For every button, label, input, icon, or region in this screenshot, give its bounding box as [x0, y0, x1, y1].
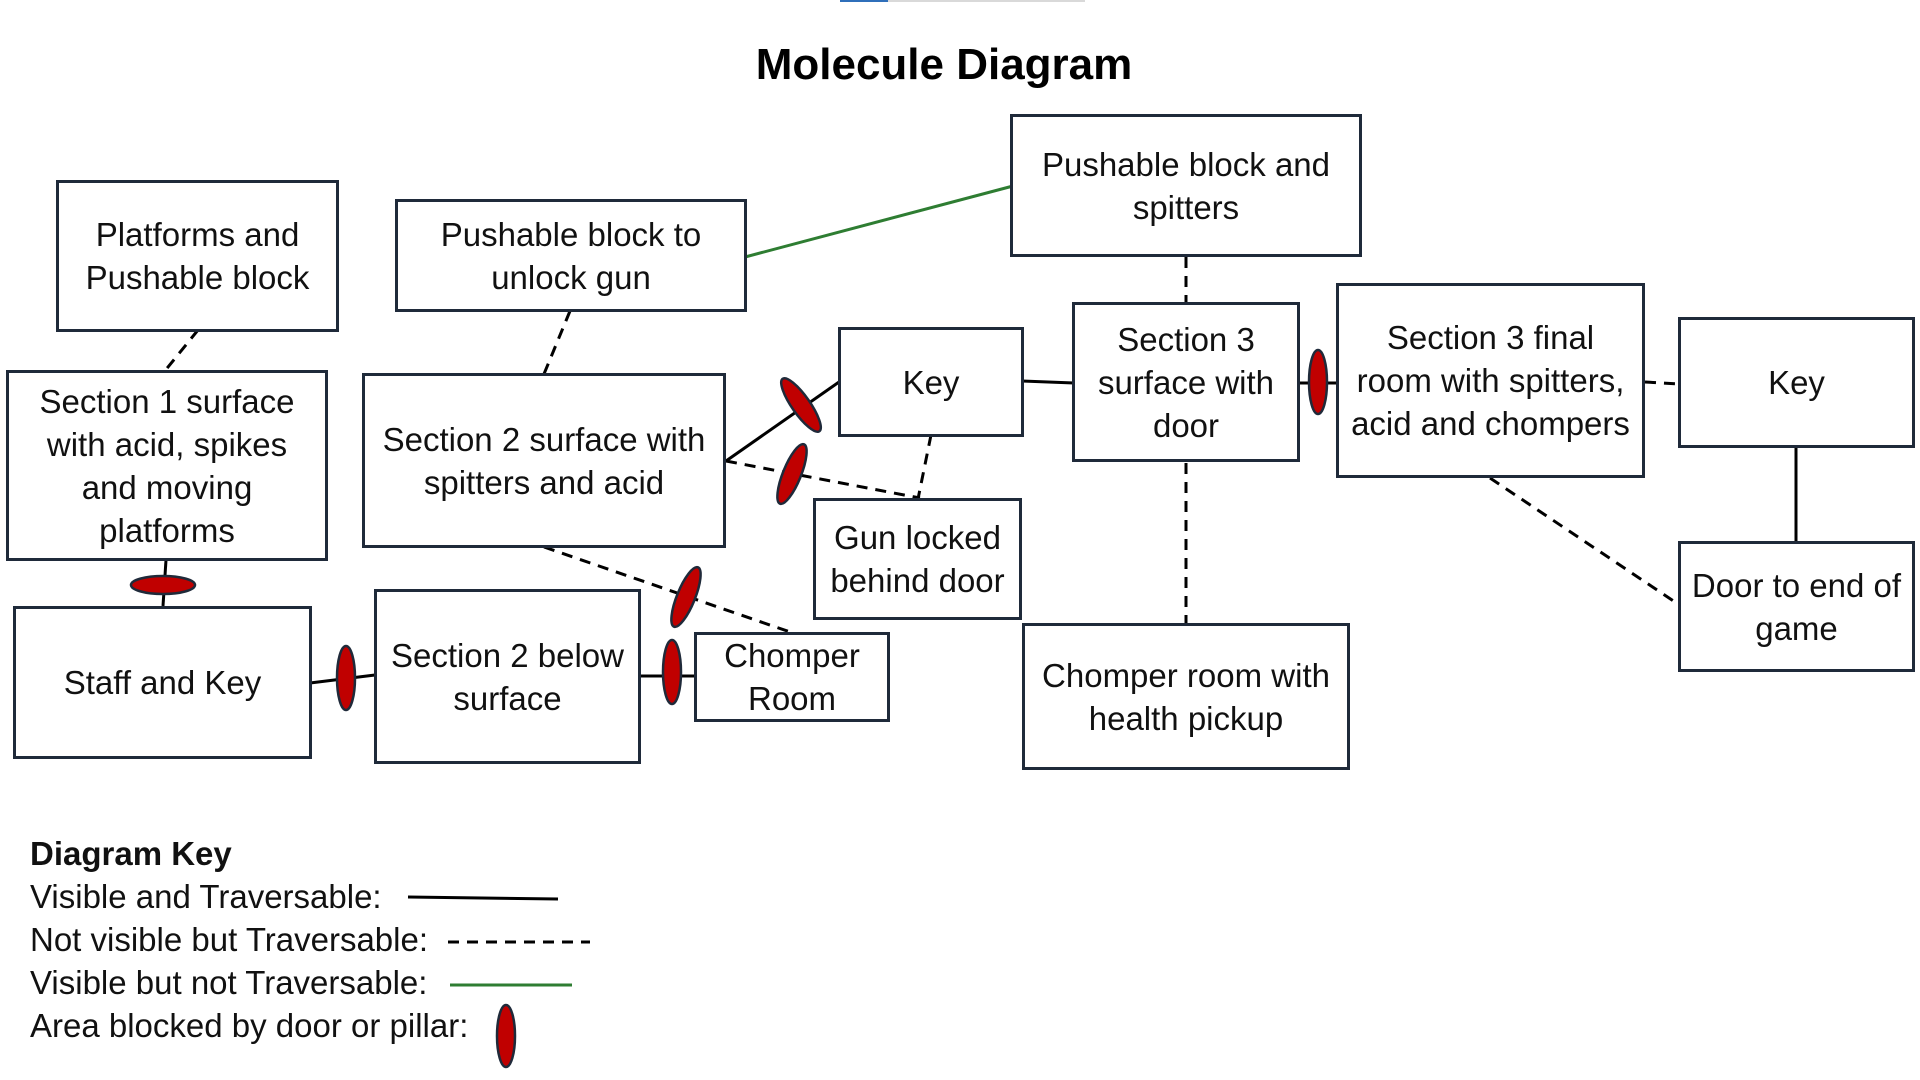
edge-final-key2: [1644, 380, 1681, 386]
door-marker: [779, 377, 823, 433]
edge-final-door-end: [1489, 476, 1679, 606]
edge-section2-gun: [725, 459, 921, 500]
legend-row-blocked: Area blocked by door or pillar:: [30, 1003, 517, 1069]
node-pushable-unlock-gun: Pushable block to unlock gun: [395, 199, 747, 312]
legend-row-visible-not-traversable: Visible but not Traversable:: [30, 961, 572, 1004]
legend-green-line-sample: [450, 983, 572, 987]
legend-door-marker-sample: [495, 1003, 517, 1069]
legend-solid-line-sample: [407, 895, 559, 901]
node-section1-surface: Section 1 surface with acid, spikes and …: [6, 370, 328, 561]
node-section2-below: Section 2 below surface: [374, 589, 641, 764]
door-marker: [1307, 348, 1329, 416]
node-chomper-room: Chomper Room: [694, 632, 890, 722]
top-scrollbar-track: [840, 0, 1085, 2]
door-marker: [661, 638, 683, 706]
door-marker: [776, 442, 808, 506]
node-section2-surface: Section 2 surface with spitters and acid: [362, 373, 726, 548]
legend-row-visible-traversable: Visible and Traversable:: [30, 875, 559, 918]
node-gun-locked: Gun locked behind door: [813, 498, 1022, 620]
edge-section2-chomper: [543, 545, 794, 635]
node-door-end: Door to end of game: [1678, 541, 1915, 672]
door-marker: [670, 565, 702, 629]
top-scrollbar-thumb: [840, 0, 888, 2]
diagram-title: Molecule Diagram: [755, 40, 1133, 89]
node-staff-and-key: Staff and Key: [13, 606, 312, 759]
node-key: Key: [838, 327, 1024, 437]
node-chomper-health: Chomper room with health pickup: [1022, 623, 1350, 770]
diagram-key: Diagram Key Visible and Traversable: Not…: [30, 832, 590, 1069]
edge-key-section3: [1021, 379, 1075, 385]
node-platforms-pushable: Platforms and Pushable block: [56, 180, 339, 332]
legend-label: Not visible but Traversable:: [30, 921, 429, 958]
door-marker: [129, 574, 197, 596]
legend-label: Visible and Traversable:: [30, 878, 382, 915]
edge-unlockgun-section2: [542, 310, 572, 375]
edge-platforms-section1: [162, 329, 200, 373]
node-section3-surface: Section 3 surface with door: [1072, 302, 1300, 462]
node-section3-final: Section 3 final room with spitters, acid…: [1336, 283, 1645, 478]
legend-row-not-visible-traversable: Not visible but Traversable:: [30, 918, 590, 961]
legend-title: Diagram Key: [30, 835, 232, 872]
door-marker: [335, 644, 357, 712]
edge-section2-key: [725, 380, 840, 463]
node-pushable-spitters: Pushable block and spitters: [1010, 114, 1362, 257]
edge-unlockgun-spitters: [744, 184, 1014, 259]
legend-dashed-line-sample: [448, 940, 590, 944]
node-key-2: Key: [1678, 317, 1915, 448]
edge-key-gun: [916, 434, 933, 500]
legend-label: Area blocked by door or pillar:: [30, 1007, 469, 1044]
legend-label: Visible but not Traversable:: [30, 964, 428, 1001]
